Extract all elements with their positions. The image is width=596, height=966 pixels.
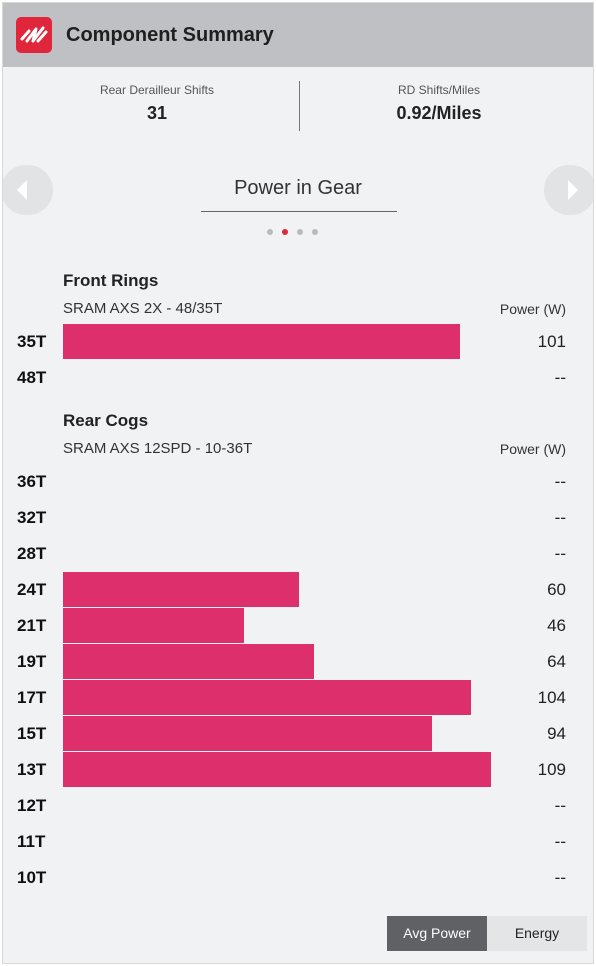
power-bar bbox=[63, 752, 491, 787]
gear-row: 48T -- bbox=[3, 360, 593, 395]
stat-value: 31 bbox=[146, 103, 168, 123]
gear-row: 12T -- bbox=[3, 788, 593, 823]
gear-label: 21T bbox=[17, 616, 47, 635]
sram-logo-icon bbox=[16, 17, 52, 53]
carousel-next-button[interactable] bbox=[544, 165, 593, 215]
carousel-dot[interactable] bbox=[312, 229, 318, 235]
power-value: -- bbox=[554, 544, 566, 563]
gear-row: 36T -- bbox=[3, 464, 593, 499]
gear-label: 12T bbox=[17, 796, 47, 815]
gear-row: 35T 101 bbox=[3, 324, 593, 359]
power-bar bbox=[63, 680, 471, 715]
power-bar bbox=[63, 608, 244, 643]
stat-divider bbox=[299, 81, 300, 131]
gear-label: 24T bbox=[17, 580, 47, 599]
carousel-prev-button[interactable] bbox=[3, 165, 53, 215]
gear-row: 28T -- bbox=[3, 536, 593, 571]
carousel-dot[interactable] bbox=[297, 229, 303, 235]
power-value: -- bbox=[554, 508, 566, 527]
gear-label: 28T bbox=[17, 544, 47, 563]
gear-row: 10T -- bbox=[3, 860, 593, 895]
section-subtitle: SRAM AXS 2X - 48/35T bbox=[63, 300, 223, 317]
gear-label: 13T bbox=[17, 760, 47, 779]
gear-row: 21T 46 bbox=[3, 608, 593, 643]
panel-title: Component Summary bbox=[66, 24, 274, 46]
power-bar bbox=[63, 644, 314, 679]
power-value: -- bbox=[554, 832, 566, 851]
gear-label: 15T bbox=[17, 724, 47, 743]
gear-label: 17T bbox=[17, 688, 47, 707]
gear-label: 36T bbox=[17, 472, 47, 491]
gear-label: 10T bbox=[17, 868, 47, 887]
gear-row: 32T -- bbox=[3, 500, 593, 535]
gear-row: 24T 60 bbox=[3, 572, 593, 607]
gear-row: 11T -- bbox=[3, 824, 593, 859]
power-value: -- bbox=[554, 472, 566, 491]
power-value: 94 bbox=[547, 724, 566, 743]
carousel-page-dots bbox=[267, 229, 327, 237]
power-value: 60 bbox=[547, 580, 566, 599]
energy-toggle[interactable]: Energy bbox=[487, 916, 587, 951]
power-bar bbox=[63, 324, 460, 359]
gear-label: 32T bbox=[17, 508, 47, 527]
stat-rear-derailleur-shifts: Rear Derailleur Shifts 31 bbox=[22, 83, 292, 124]
power-value: -- bbox=[554, 368, 566, 387]
power-column-label: Power (W) bbox=[499, 441, 566, 457]
stat-label: RD Shifts/Miles bbox=[397, 83, 480, 97]
power-value: -- bbox=[554, 868, 566, 887]
avg-power-toggle[interactable]: Avg Power bbox=[387, 916, 487, 951]
power-value: 64 bbox=[547, 652, 566, 671]
gear-row: 17T 104 bbox=[3, 680, 593, 715]
section-title: Rear Cogs bbox=[63, 411, 149, 430]
gear-label: 19T bbox=[17, 652, 47, 671]
carousel-dot[interactable] bbox=[267, 229, 273, 235]
carousel-title: Power in Gear bbox=[234, 177, 362, 199]
power-value: -- bbox=[554, 796, 566, 815]
power-value: 104 bbox=[537, 688, 566, 707]
power-value: 109 bbox=[537, 760, 566, 779]
gear-row: 13T 109 bbox=[3, 752, 593, 787]
stat-rd-shifts-per-mile: RD Shifts/Miles 0.92/Miles bbox=[304, 83, 574, 124]
carousel-dot[interactable] bbox=[282, 229, 288, 235]
gear-row: 19T 64 bbox=[3, 644, 593, 679]
gear-label: 35T bbox=[17, 332, 47, 351]
stat-value: 0.92/Miles bbox=[396, 103, 482, 123]
power-value: 46 bbox=[547, 616, 566, 635]
power-bar bbox=[63, 716, 432, 751]
panel-header: Component Summary bbox=[3, 3, 593, 67]
stat-label: Rear Derailleur Shifts bbox=[99, 83, 215, 97]
carousel-title-underline bbox=[201, 211, 397, 212]
gear-label: 48T bbox=[17, 368, 47, 387]
gear-label: 11T bbox=[17, 832, 46, 851]
chevron-left-icon bbox=[17, 180, 27, 200]
power-bar bbox=[63, 572, 299, 607]
section-subtitle: SRAM AXS 12SPD - 10-36T bbox=[63, 440, 253, 457]
gear-row: 15T 94 bbox=[3, 716, 593, 751]
power-value: 101 bbox=[537, 332, 566, 351]
chevron-right-icon bbox=[568, 180, 578, 200]
power-column-label: Power (W) bbox=[499, 301, 566, 317]
section-title: Front Rings bbox=[63, 271, 159, 290]
